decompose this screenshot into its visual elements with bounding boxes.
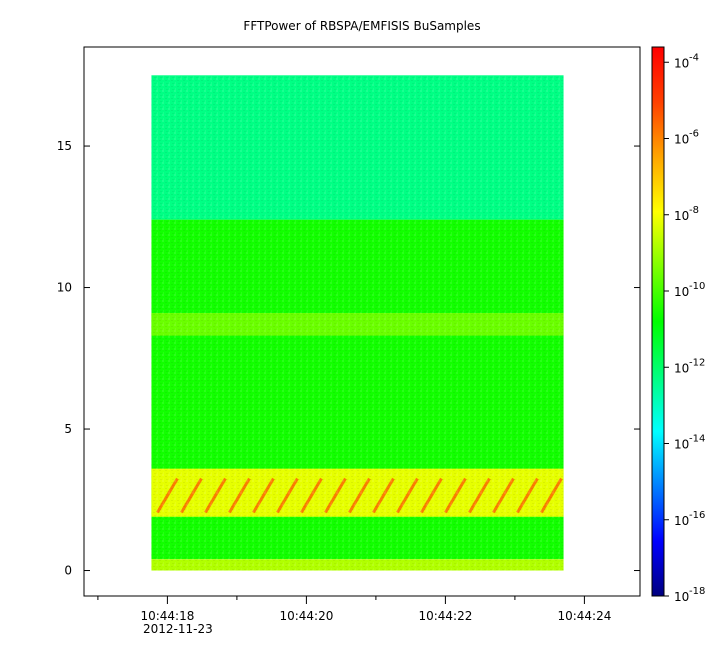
colorbar-tick-label: 10 <box>674 514 689 528</box>
colorbar-tick-exponent: -16 <box>689 510 705 521</box>
colorbar-tick-label: 10 <box>674 438 689 452</box>
colorbar-tick-exponent: -8 <box>689 205 699 216</box>
spectrogram-texture <box>151 75 564 571</box>
y-tick-label: 0 <box>64 564 72 578</box>
colorbar-tick-label: 10 <box>674 209 689 223</box>
y-axis: 0 5 10 15 <box>57 139 640 578</box>
colorbar-tick-label: 10 <box>674 133 689 147</box>
colorbar-tick-label: 10 <box>674 361 689 375</box>
x-tick-label: 10:44:20 <box>279 609 333 623</box>
colorbar-tick-exponent: -18 <box>689 586 705 597</box>
chart-title: FFTPower of RBSPA/EMFISIS BuSamples <box>243 19 480 33</box>
y-tick-label: 15 <box>57 139 72 153</box>
y-tick-label: 10 <box>57 281 72 295</box>
colorbar-tick-exponent: -10 <box>689 281 705 292</box>
x-tick-label: 10:44:22 <box>418 609 472 623</box>
x-axis-date-label: 2012-11-23 <box>143 622 213 636</box>
colorbar-tick-label: 10 <box>674 56 689 70</box>
colorbar-tick-exponent: -14 <box>689 434 705 445</box>
colorbar <box>651 46 665 597</box>
colorbar-tick-label: 10 <box>674 590 689 604</box>
x-tick-label: 10:44:18 <box>140 609 194 623</box>
y-tick-label: 5 <box>64 422 72 436</box>
x-axis: 10:44:18 10:44:20 10:44:22 10:44:24 <box>97 596 611 623</box>
x-tick-label: 10:44:24 <box>557 609 611 623</box>
colorbar-tick-exponent: -4 <box>689 52 699 63</box>
colorbar-tick-exponent: -12 <box>689 357 705 368</box>
colorbar-tick-exponent: -6 <box>689 129 699 140</box>
colorbar-tick-label: 10 <box>674 285 689 299</box>
